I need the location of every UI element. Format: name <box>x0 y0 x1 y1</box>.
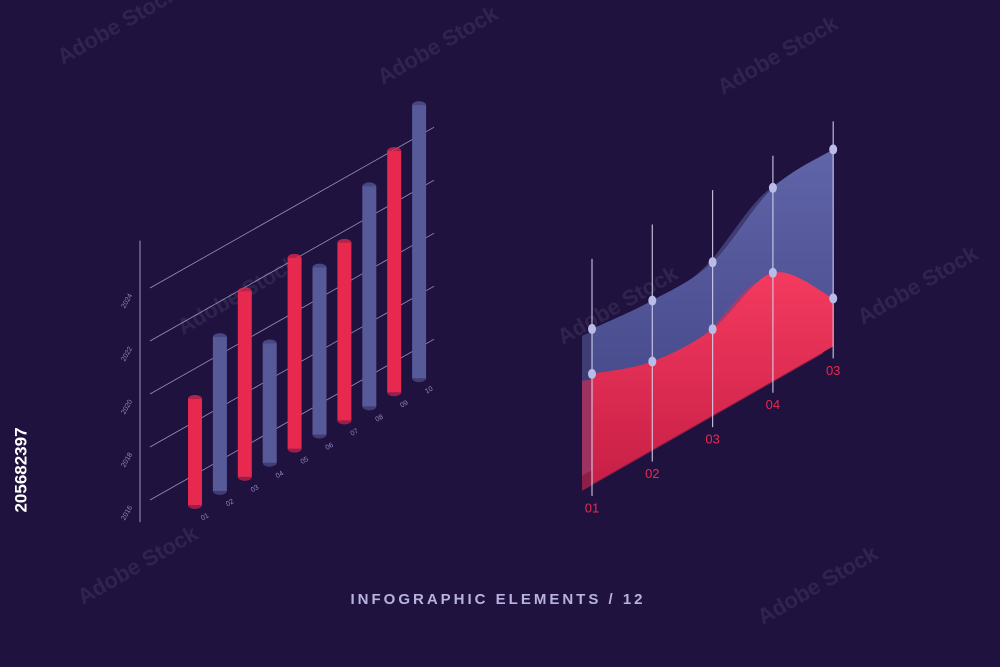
point <box>648 356 657 367</box>
bar <box>337 242 352 421</box>
bar-cap <box>212 333 227 342</box>
point <box>708 324 717 335</box>
x-tick-label: 03 <box>826 363 840 378</box>
point <box>588 323 596 334</box>
x-tick-label: 03 <box>250 484 260 494</box>
bar <box>188 399 202 505</box>
bar-cap <box>287 253 302 262</box>
x-tick-label: 06 <box>325 442 335 452</box>
x-tick-label: 01 <box>200 512 210 522</box>
x-tick-label: 03 <box>705 432 719 447</box>
x-tick-label: 08 <box>374 414 384 424</box>
bar <box>237 291 252 477</box>
x-tick-label: 02 <box>225 498 235 508</box>
watermark-id: 205682397 <box>11 427 30 512</box>
x-tick-label: 05 <box>300 456 310 466</box>
x-tick-label: 10 <box>424 385 434 395</box>
page-title: INFOGRAPHIC ELEMENTS / 12 <box>350 591 645 608</box>
bar <box>262 343 277 463</box>
x-tick-label: 01 <box>585 500 599 515</box>
grid-line <box>149 126 435 289</box>
bar-cap <box>337 238 352 247</box>
x-tick-label: 09 <box>399 400 409 410</box>
point <box>588 368 596 379</box>
x-tick-label: 04 <box>275 470 285 480</box>
point <box>829 293 838 304</box>
point <box>768 182 777 193</box>
x-tick-label: 07 <box>349 428 359 438</box>
x-tick-label: 02 <box>645 466 659 481</box>
bar <box>412 105 427 379</box>
bar-cap <box>188 395 202 403</box>
bar <box>362 186 377 407</box>
x-tick-label: 04 <box>766 397 780 412</box>
bar <box>287 257 302 449</box>
bar-cap <box>387 147 402 156</box>
bar <box>212 337 227 491</box>
bar-cap <box>412 101 427 110</box>
point <box>768 267 777 278</box>
point <box>829 144 838 155</box>
bar-cap <box>237 287 252 296</box>
point <box>708 257 717 268</box>
point <box>648 295 657 306</box>
bar-cap <box>362 182 377 191</box>
bar <box>312 267 327 435</box>
bar <box>387 151 402 393</box>
bar-cap <box>262 339 277 348</box>
charts: 2016201820202022202401020304050607080910… <box>120 101 840 522</box>
bar-cap <box>312 263 327 272</box>
